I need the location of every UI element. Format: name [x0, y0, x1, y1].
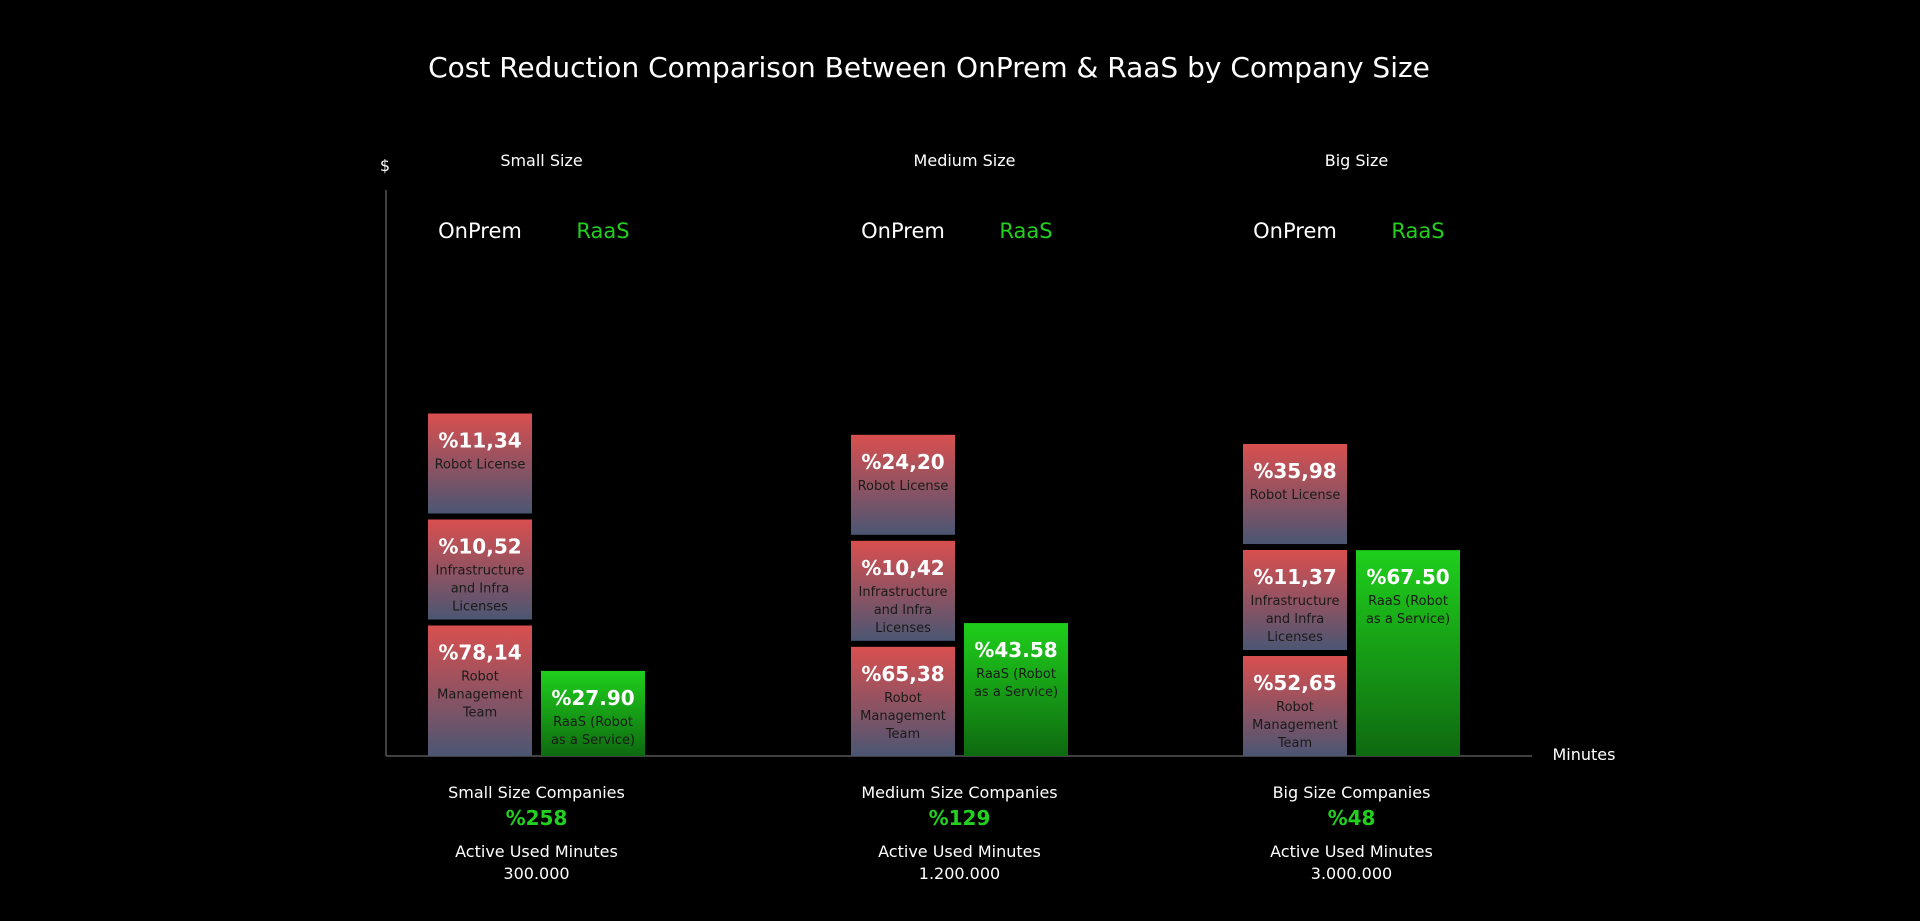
onprem-bar-segment	[1243, 656, 1347, 756]
onprem-segment-label-line: Team	[462, 706, 497, 721]
footer-minutes-label: Active Used Minutes	[1270, 842, 1433, 861]
chart-title: Cost Reduction Comparison Between OnPrem…	[428, 51, 1430, 84]
onprem-segment-label-line: Robot	[884, 691, 922, 706]
footer-title: Big Size Companies	[1273, 783, 1431, 802]
footer-minutes-value: 300.000	[503, 864, 569, 883]
legend-raas: RaaS	[1391, 219, 1444, 243]
onprem-segment-label-line: Robot	[461, 670, 499, 685]
raas-label-line: as a Service)	[551, 733, 635, 748]
legend-raas: RaaS	[576, 219, 629, 243]
onprem-segment-label-line: Infrastructure	[859, 585, 948, 600]
raas-bar	[541, 670, 645, 756]
raas-value: %27.90	[551, 686, 634, 710]
onprem-segment-label-line: Management	[860, 709, 946, 724]
raas-label-line: as a Service)	[974, 685, 1058, 700]
onprem-segment-label-line: Team	[1277, 736, 1312, 751]
onprem-segment-label-line: Team	[885, 727, 920, 742]
onprem-segment-label-line: Management	[1252, 718, 1338, 733]
raas-value: %43.58	[974, 638, 1057, 662]
onprem-segment-value: %52,65	[1253, 671, 1336, 695]
footer-reduction: %48	[1328, 806, 1376, 830]
raas-bar	[964, 623, 1068, 756]
group-title: Big Size	[1325, 151, 1389, 170]
raas-value: %67.50	[1366, 565, 1449, 589]
raas-label-line: as a Service)	[1366, 612, 1450, 627]
legend-onprem: OnPrem	[861, 219, 945, 243]
group-title: Small Size	[500, 151, 582, 170]
onprem-bar-segment	[851, 540, 955, 641]
footer-reduction: %129	[929, 806, 991, 830]
onprem-segment-label-line: Infrastructure	[1251, 594, 1340, 609]
footer-minutes-label: Active Used Minutes	[455, 842, 618, 861]
group-title: Medium Size	[914, 151, 1016, 170]
onprem-segment-label-line: and Infra	[1266, 612, 1325, 627]
legend-onprem: OnPrem	[438, 219, 522, 243]
onprem-bar-segment	[428, 519, 532, 620]
group-3: Big Size OnPrem RaaS %52,65 Robot Management T…	[1243, 151, 1460, 883]
onprem-segment-value: %65,38	[861, 662, 944, 686]
footer-title: Small Size Companies	[448, 783, 625, 802]
onprem-segment-label-line: Robot License	[1250, 488, 1341, 503]
onprem-bar-segment	[851, 434, 955, 535]
onprem-bar-segment	[428, 625, 532, 756]
onprem-bar-segment	[1243, 550, 1347, 650]
raas-bar	[1356, 550, 1460, 756]
onprem-bar-segment	[1243, 444, 1347, 544]
onprem-segment-value: %24,20	[861, 450, 944, 474]
onprem-bar-segment	[428, 413, 532, 514]
footer-minutes-value: 1.200.000	[919, 864, 1000, 883]
onprem-segment-label-line: and Infra	[874, 603, 933, 618]
footer-minutes-value: 3.000.000	[1311, 864, 1392, 883]
group-2: Medium Size OnPrem RaaS %65,38 Robot Manageme…	[851, 151, 1068, 883]
raas-label-line: RaaS (Robot	[1368, 594, 1448, 609]
onprem-segment-label-line: and Infra	[451, 582, 510, 597]
onprem-segment-label-line: Licenses	[452, 600, 508, 615]
onprem-segment-label-line: Robot License	[858, 479, 949, 494]
raas-label-line: RaaS (Robot	[976, 667, 1056, 682]
raas-label-line: RaaS (Robot	[553, 715, 633, 730]
footer-title: Medium Size Companies	[861, 783, 1057, 802]
group-1: Small Size OnPrem RaaS %78,14 Robot Managemen…	[428, 151, 645, 883]
onprem-segment-value: %10,52	[438, 535, 521, 559]
legend-raas: RaaS	[999, 219, 1052, 243]
y-axis-label: $	[380, 156, 390, 175]
onprem-segment-label-line: Management	[437, 688, 523, 703]
onprem-bar-segment	[851, 646, 955, 756]
x-axis-label: Minutes	[1553, 745, 1616, 764]
onprem-segment-label-line: Licenses	[875, 621, 931, 636]
onprem-segment-label-line: Robot	[1276, 700, 1314, 715]
onprem-segment-value: %78,14	[438, 641, 521, 665]
onprem-segment-label-line: Licenses	[1267, 630, 1323, 645]
onprem-segment-value: %11,34	[438, 429, 521, 453]
legend-onprem: OnPrem	[1253, 219, 1337, 243]
onprem-segment-value: %10,42	[861, 556, 944, 580]
onprem-segment-label-line: Infrastructure	[436, 564, 525, 579]
footer-minutes-label: Active Used Minutes	[878, 842, 1041, 861]
footer-reduction: %258	[506, 806, 568, 830]
onprem-segment-value: %11,37	[1253, 565, 1336, 589]
onprem-segment-value: %35,98	[1253, 459, 1336, 483]
onprem-segment-label-line: Robot License	[435, 458, 526, 473]
